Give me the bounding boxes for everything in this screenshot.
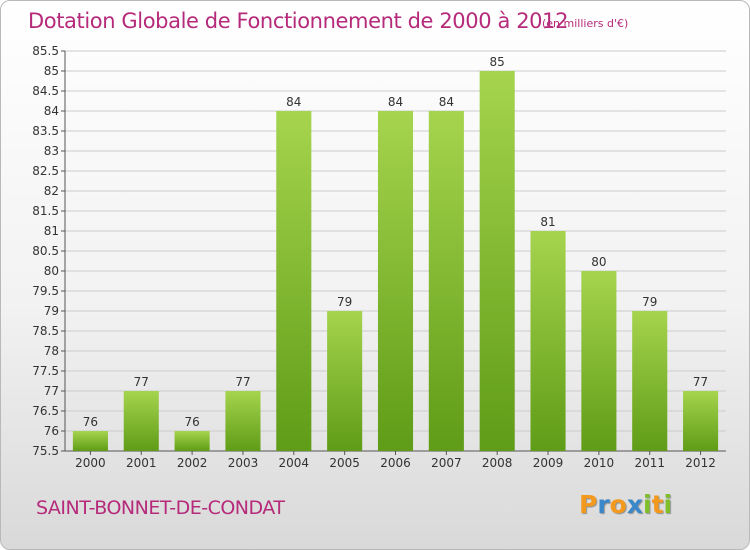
y-tick-label: 77 (44, 384, 59, 398)
x-tick-labels: 2000 2001 2002 2003 2004 2005 2006 2007 2008 2009… (75, 456, 716, 470)
y-tick-label: 81.5 (32, 204, 59, 218)
bar (428, 111, 464, 451)
value-label: 84 (286, 95, 301, 109)
commune-name: SAINT-BONNET-DE-CONDAT (36, 497, 285, 519)
bar (479, 71, 515, 451)
y-tick-label: 84.5 (32, 84, 59, 98)
y-tick-label: 75.5 (32, 444, 59, 458)
y-tick-label: 80.5 (32, 244, 59, 258)
x-tick-label: 2001 (126, 456, 157, 470)
logo-letter: i (643, 490, 652, 519)
y-tick-label: 79 (44, 304, 59, 318)
logo-letter: t (651, 490, 664, 519)
x-tick-label: 2003 (228, 456, 259, 470)
value-label: 76 (184, 415, 199, 429)
y-tick-label: 78.5 (32, 324, 59, 338)
y-tick-label: 83 (44, 144, 59, 158)
x-tick-label: 2004 (279, 456, 310, 470)
x-tick-label: 2007 (431, 456, 462, 470)
bar (632, 311, 668, 451)
y-tick-label: 83.5 (32, 124, 59, 138)
value-label: 81 (540, 215, 555, 229)
x-tick-label: 2006 (380, 456, 411, 470)
value-label: 84 (388, 95, 403, 109)
y-tick-label: 76 (44, 424, 59, 438)
x-tick-label: 2010 (584, 456, 615, 470)
x-tick-label: 2008 (482, 456, 513, 470)
proxiti-logo[interactable]: Proxiti (579, 490, 672, 519)
bar (683, 391, 719, 451)
bar (174, 431, 210, 451)
y-tick-label: 85 (44, 64, 59, 78)
value-label: 79 (337, 295, 352, 309)
value-label: 85 (490, 55, 505, 69)
y-tick-label: 81 (44, 224, 59, 238)
y-tick-label: 85.5 (32, 44, 59, 58)
bar (581, 271, 617, 451)
logo-letter: P (579, 490, 598, 519)
y-tick-label: 78 (44, 344, 59, 358)
logo-letter: r (597, 490, 610, 519)
x-tick-label: 2005 (329, 456, 360, 470)
logo-letter: o (609, 490, 627, 519)
value-label: 77 (134, 375, 149, 389)
x-tick-label: 2000 (75, 456, 106, 470)
bar (327, 311, 363, 451)
logo-letter: i (663, 490, 673, 519)
x-tick-label: 2002 (177, 456, 208, 470)
value-label: 80 (591, 255, 606, 269)
y-tick-label: 77.5 (32, 364, 59, 378)
value-label: 77 (693, 375, 708, 389)
y-tick-label: 76.5 (32, 404, 59, 418)
chart-subtitle: (en milliers d'€) (542, 17, 629, 30)
x-tick-label: 2009 (533, 456, 564, 470)
y-tick-label: 79.5 (32, 284, 59, 298)
bar (377, 111, 414, 451)
bar (276, 111, 312, 451)
value-label: 76 (83, 415, 98, 429)
x-tick-label: 2011 (634, 456, 665, 470)
bars (72, 71, 719, 451)
value-label: 84 (439, 95, 454, 109)
value-label: 79 (642, 295, 657, 309)
bar (530, 231, 566, 451)
y-tick-label: 80 (44, 264, 59, 278)
bar (225, 391, 261, 451)
x-tick-label: 2012 (685, 456, 716, 470)
value-label: 77 (235, 375, 250, 389)
value-labels: 76 77 76 77 84 79 84 84 85 81 80 79 77 (83, 55, 708, 429)
y-tick-label: 82.5 (32, 164, 59, 178)
y-tick-labels: 75.5 76 76.5 77 77.5 78 78.5 79 79.5 80 80.5 81 81.5… (32, 44, 59, 458)
y-tick-label: 82 (44, 184, 59, 198)
chart-title: Dotation Globale de Fonctionnement de 20… (28, 9, 569, 33)
bar (72, 431, 108, 451)
logo-letter: x (626, 490, 643, 519)
y-tick-label: 84 (44, 104, 59, 118)
bar (123, 391, 159, 451)
